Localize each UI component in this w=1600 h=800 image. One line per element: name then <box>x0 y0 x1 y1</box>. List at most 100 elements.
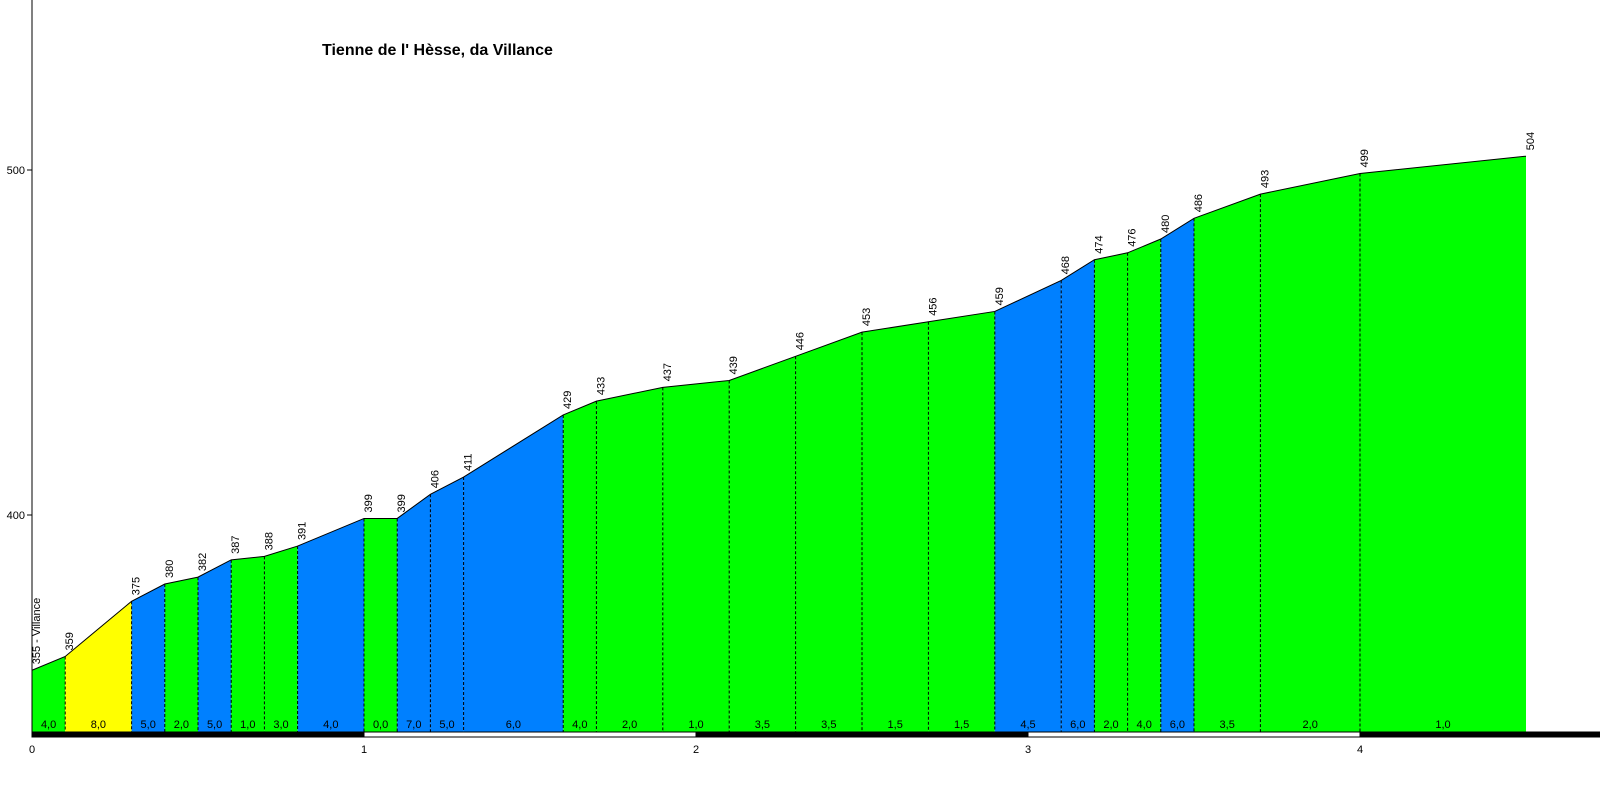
grade-label: 0,0 <box>373 719 388 731</box>
elevation-label: 468 <box>1060 256 1072 274</box>
segment-fill <box>729 356 796 732</box>
elevation-label: 399 <box>396 494 408 512</box>
grade-label: 4,0 <box>41 719 56 731</box>
grade-label: 5,0 <box>141 719 156 731</box>
segment-fill <box>1160 218 1194 733</box>
elevation-label: 382 <box>197 553 209 571</box>
elevation-label: 504 <box>1525 132 1537 150</box>
x-tick-label: 4 <box>1357 744 1363 756</box>
elevation-label: 474 <box>1093 235 1105 253</box>
grade-label: 2,0 <box>622 719 637 731</box>
segment-fill <box>1194 194 1261 732</box>
elevation-label: 480 <box>1160 215 1172 233</box>
segment-fill <box>297 518 364 732</box>
elevation-label: 388 <box>263 532 275 550</box>
segment-fill <box>198 559 232 732</box>
segment-fill <box>1360 156 1526 732</box>
segment-fill <box>795 332 862 732</box>
segment-fill <box>1061 259 1095 732</box>
grade-label: 2,0 <box>1103 719 1118 731</box>
elevation-label: 359 <box>64 632 76 650</box>
grade-label: 4,0 <box>572 719 587 731</box>
grade-label: 8,0 <box>91 719 106 731</box>
axes: 400 500 0 1 2 3 4 <box>7 0 1600 756</box>
segment-fill <box>131 584 165 732</box>
grade-label: 1,5 <box>888 719 903 731</box>
elevation-label: 437 <box>662 363 674 381</box>
segment-fills <box>32 156 1526 733</box>
grade-label: 5,0 <box>207 719 222 731</box>
elevation-label: 456 <box>927 297 939 315</box>
grade-label: 1,0 <box>240 719 255 731</box>
x-tick-label: 3 <box>1025 744 1031 756</box>
segment-fill <box>32 656 66 732</box>
elevation-label: 375 <box>131 577 143 595</box>
elevation-label: 446 <box>795 332 807 350</box>
elevation-label: 453 <box>861 308 873 326</box>
grade-label: 1,0 <box>1435 719 1450 731</box>
grade-label: 4,0 <box>1137 719 1152 731</box>
grade-label: 3,5 <box>755 719 770 731</box>
segment-fill <box>596 387 663 732</box>
segment-fill <box>1127 239 1161 732</box>
grade-labels: 4,0 8,0 5,0 2,0 5,0 1,0 3,0 4,0 0,0 7,0 5,0 6,0 4,0 2… <box>41 719 1451 731</box>
segment-fill <box>231 556 265 732</box>
elevation-label: 429 <box>562 391 574 409</box>
grade-label: 3,5 <box>1220 719 1235 731</box>
elevation-label: 476 <box>1127 228 1139 246</box>
segment-fill <box>928 311 995 732</box>
segment-fill <box>65 601 132 732</box>
y-tick-label: 400 <box>7 510 25 522</box>
elevation-label: 406 <box>429 470 441 488</box>
segment-fill <box>563 401 597 732</box>
segment-fill <box>662 380 730 732</box>
grade-label: 4,0 <box>323 719 338 731</box>
elevation-label: 499 <box>1359 149 1371 167</box>
x-tick-label: 1 <box>361 744 367 756</box>
segment-fill <box>994 280 1062 732</box>
elevation-label: 380 <box>164 560 176 578</box>
segment-fill <box>862 321 929 732</box>
elevation-label: 459 <box>994 287 1006 305</box>
segment-fill <box>430 477 464 732</box>
segment-fill <box>264 546 298 732</box>
grade-label: 2,0 <box>174 719 189 731</box>
segment-fill <box>164 577 198 732</box>
segment-fill <box>463 414 564 732</box>
km-bar-segment <box>363 731 697 738</box>
x-tick-label: 0 <box>29 744 35 756</box>
elevation-label: 399 <box>363 494 375 512</box>
segment-fill <box>1094 252 1128 733</box>
elevation-label: 355 - Villance <box>31 598 43 664</box>
grade-label: 6,0 <box>1070 719 1085 731</box>
y-tick-label: 500 <box>7 165 25 177</box>
grade-label: 1,5 <box>954 719 969 731</box>
elevation-label: 486 <box>1193 194 1205 212</box>
km-bar-segment <box>31 731 365 738</box>
elevation-label: 387 <box>230 535 242 553</box>
elevation-label: 433 <box>595 377 607 395</box>
grade-label: 5,0 <box>439 719 454 731</box>
elevation-labels: 355 - Villance 359 375 380 382 387 388 391 399 39… <box>31 132 1537 664</box>
km-bar-segment <box>1027 731 1361 738</box>
segment-fill <box>1260 173 1360 732</box>
chart-title: Tienne de l' Hèsse, da Villance <box>322 42 553 59</box>
elevation-label: 439 <box>728 356 740 374</box>
km-bar-segment <box>695 731 1029 738</box>
elevation-label: 391 <box>297 522 309 540</box>
elevation-label: 493 <box>1259 170 1271 188</box>
grade-label: 2,0 <box>1303 719 1318 731</box>
segment-fill <box>397 494 431 732</box>
elevation-label: 411 <box>463 454 475 472</box>
grade-label: 3,0 <box>273 719 288 731</box>
grade-label: 6,0 <box>506 719 521 731</box>
grade-label: 3,5 <box>821 719 836 731</box>
grade-label: 1,0 <box>688 719 703 731</box>
grade-label: 7,0 <box>406 719 421 731</box>
segment-dividers <box>64 173 1361 732</box>
x-tick-label: 2 <box>693 744 699 756</box>
grade-label: 4,5 <box>1020 719 1035 731</box>
km-bar-segment <box>1359 731 1600 738</box>
profile-outline <box>31 155 1527 671</box>
